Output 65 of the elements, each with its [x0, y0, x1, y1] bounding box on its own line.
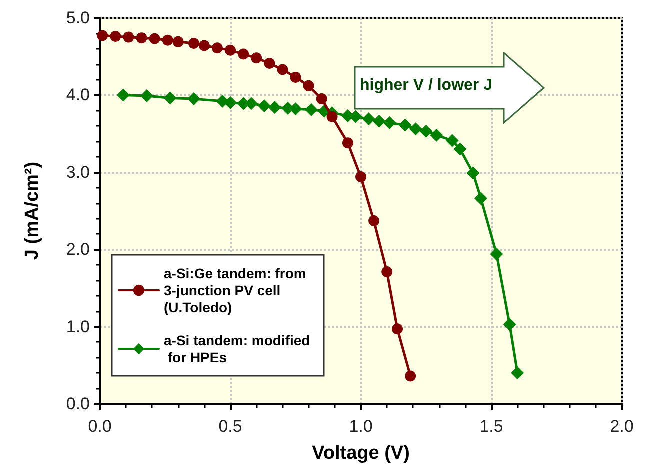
point: [251, 52, 262, 64]
x-tick-label: 0.5: [218, 417, 242, 436]
point: [474, 192, 488, 206]
point: [123, 32, 134, 43]
point: [149, 33, 160, 44]
point: [290, 72, 302, 83]
point: [454, 142, 467, 156]
point: [326, 111, 338, 122]
point: [392, 324, 404, 335]
point: [268, 101, 282, 114]
point: [225, 44, 236, 56]
y-tick-label: 3.0: [66, 162, 90, 182]
point: [264, 58, 276, 70]
x-tick-label: 1.5: [480, 417, 504, 436]
y-tick-label: 4.0: [66, 86, 90, 105]
point: [187, 92, 200, 106]
point: [342, 138, 354, 149]
point: [405, 370, 416, 382]
x-tick-label: 2.0: [610, 417, 634, 436]
x-tick-label: 0.0: [88, 417, 112, 436]
y-tick-label: 0.0: [66, 394, 90, 414]
point: [224, 96, 237, 110]
point: [172, 36, 184, 48]
point: [368, 216, 380, 227]
point: [490, 248, 504, 261]
point: [356, 172, 366, 183]
legend-label: a-Si:Ge tandem: from 3-junction PV cell (U.Toledo): [164, 266, 310, 316]
point: [188, 38, 200, 49]
point: [316, 94, 328, 105]
point: [162, 34, 174, 46]
point: [304, 103, 318, 116]
y-tick-label: 5.0: [66, 8, 90, 28]
point: [136, 32, 148, 44]
point: [409, 122, 422, 136]
point: [362, 112, 376, 126]
point: [97, 30, 108, 42]
annotation: higher V / lower J: [360, 77, 494, 95]
point: [466, 166, 480, 180]
point: [382, 266, 393, 278]
x-tick-label: 1.0: [349, 417, 373, 436]
point: [258, 100, 271, 113]
point: [446, 134, 459, 148]
point: [238, 48, 250, 60]
point: [212, 42, 223, 54]
point: [277, 64, 288, 76]
point: [116, 88, 130, 102]
point: [511, 366, 524, 380]
point: [430, 128, 444, 142]
point: [198, 40, 210, 52]
arrow: higher V / lower J: [354, 52, 546, 124]
y-tick-label: 2.0: [66, 240, 90, 260]
point: [503, 318, 516, 331]
y-axis-title: J (mA/cm²): [22, 162, 43, 260]
point: [164, 92, 177, 105]
point: [372, 114, 386, 128]
point: [383, 116, 396, 130]
point: [140, 89, 154, 102]
point: [289, 102, 302, 116]
point: [110, 31, 122, 42]
x-axis-title: Voltage (V): [312, 443, 410, 464]
legend-label: a-Si tandem: modified for HPEs: [164, 332, 310, 366]
point: [303, 80, 314, 92]
y-tick-label: 1.0: [66, 317, 90, 336]
point: [398, 118, 412, 132]
point: [420, 124, 433, 138]
